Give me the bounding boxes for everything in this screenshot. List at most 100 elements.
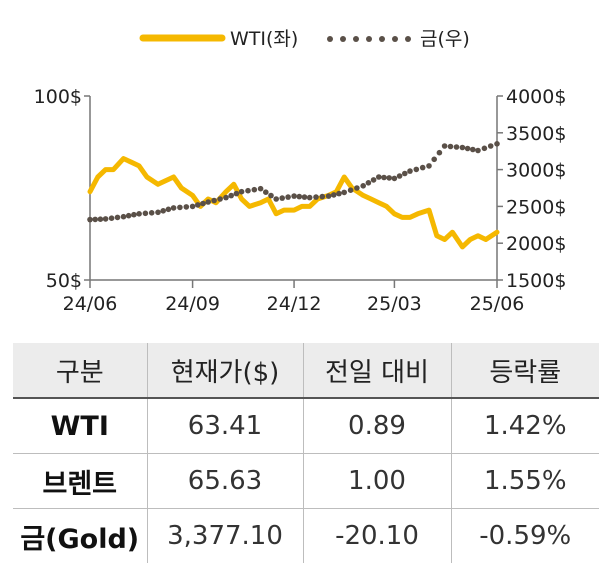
gold-point <box>397 173 403 179</box>
gold-point <box>326 193 332 199</box>
gold-point <box>92 217 98 223</box>
price-table: 구분 현재가($) 전일 대비 등락률 WTI 63.41 0.89 1.42%… <box>13 343 599 563</box>
gold-point <box>285 194 291 200</box>
gold-point <box>437 150 443 156</box>
chart-legend: WTI(좌) 금(우) <box>143 28 470 50</box>
gold-point <box>279 195 285 201</box>
header-rate: 등락률 <box>451 343 599 398</box>
gold-point <box>454 144 460 150</box>
gold-point <box>386 175 392 181</box>
gold-point <box>307 195 313 201</box>
gold-point <box>494 141 500 147</box>
x-tick-label: 24/12 <box>267 293 322 315</box>
gold-point <box>155 210 161 216</box>
gold-point <box>360 183 366 189</box>
row-price: 3,377.10 <box>147 509 303 563</box>
legend-gold-dot <box>327 36 333 42</box>
table-header-row: 구분 현재가($) 전일 대비 등락률 <box>13 343 599 398</box>
header-price: 현재가($) <box>147 343 303 398</box>
legend-gold-swatch <box>327 36 411 42</box>
gold-point <box>420 165 426 171</box>
table-row: 브렌트 65.63 1.00 1.55% <box>13 454 599 509</box>
gold-point <box>184 204 190 210</box>
table-row: WTI 63.41 0.89 1.42% <box>13 398 599 454</box>
row-name: 브렌트 <box>13 454 147 509</box>
y-right-tick-label: 2500$ <box>506 196 566 218</box>
gold-point <box>442 143 448 149</box>
legend-gold-dot <box>379 36 385 42</box>
gold-point <box>354 185 360 191</box>
gold-point <box>211 198 217 204</box>
y-left-tick-label: 100$ <box>34 86 82 108</box>
header-change: 전일 대비 <box>303 343 451 398</box>
gold-point <box>482 146 488 152</box>
row-price: 63.41 <box>147 398 303 454</box>
gold-point <box>258 186 264 192</box>
legend-gold-dot <box>340 36 346 42</box>
gold-point <box>465 146 471 152</box>
x-tick-label: 25/06 <box>470 293 525 315</box>
gold-point <box>171 205 177 211</box>
gold-point <box>488 143 494 149</box>
y-right-tick-label: 3500$ <box>506 123 566 145</box>
gold-point <box>302 194 308 200</box>
y-right-tick-label: 2000$ <box>506 233 566 255</box>
gold-point <box>115 215 121 221</box>
row-rate: 1.42% <box>451 398 599 454</box>
gold-point <box>336 191 342 197</box>
chart-series <box>87 141 500 247</box>
gold-point <box>268 193 274 199</box>
x-tick-label: 24/09 <box>165 293 220 315</box>
gold-point <box>109 215 115 221</box>
gold-point <box>121 214 127 220</box>
y-left-tick-label: 50$ <box>46 270 82 292</box>
gold-point <box>426 163 432 169</box>
gold-point <box>414 167 420 173</box>
gold-point <box>205 199 211 205</box>
x-tick-label: 24/06 <box>63 293 118 315</box>
gold-point <box>149 210 155 216</box>
wti-series-line <box>90 159 497 247</box>
gold-point <box>331 192 337 198</box>
row-change: -20.10 <box>303 509 451 563</box>
gold-point <box>475 148 481 154</box>
gold-point <box>234 191 240 197</box>
gold-point <box>392 176 398 182</box>
legend-gold-dot <box>366 36 372 42</box>
gold-point <box>341 190 347 196</box>
table-row: 금(Gold) 3,377.10 -20.10 -0.59% <box>13 509 599 563</box>
row-rate: -0.59% <box>451 509 599 563</box>
gold-point <box>381 175 387 181</box>
gold-point <box>448 144 454 150</box>
gold-point <box>200 201 206 207</box>
gold-point <box>376 174 382 180</box>
x-tick-label: 25/03 <box>367 293 422 315</box>
gold-point <box>228 193 234 199</box>
gold-point <box>320 194 326 200</box>
gold-point <box>245 188 251 194</box>
gold-point <box>297 194 303 200</box>
gold-point <box>190 204 196 210</box>
gold-point <box>166 207 172 213</box>
legend-gold-label: 금(우) <box>420 28 470 50</box>
row-rate: 1.55% <box>451 454 599 509</box>
gold-point <box>87 217 93 223</box>
gold-point <box>470 147 476 153</box>
gold-point <box>273 196 279 202</box>
gold-point <box>239 189 245 195</box>
row-price: 65.63 <box>147 454 303 509</box>
gold-point <box>348 187 354 193</box>
header-category: 구분 <box>13 343 147 398</box>
gold-point <box>402 171 408 177</box>
gold-point <box>431 157 437 163</box>
legend-wti-label: WTI(좌) <box>230 28 298 50</box>
gold-point <box>366 180 372 186</box>
chart-axes: 50$100$1500$2000$2500$3000$3500$4000$24/… <box>34 86 567 315</box>
gold-point <box>177 205 183 211</box>
gold-point <box>195 202 201 208</box>
y-right-tick-label: 4000$ <box>506 86 566 108</box>
gold-point <box>98 216 104 222</box>
row-change: 0.89 <box>303 398 451 454</box>
y-right-tick-label: 1500$ <box>506 270 566 292</box>
gold-point <box>160 208 166 214</box>
